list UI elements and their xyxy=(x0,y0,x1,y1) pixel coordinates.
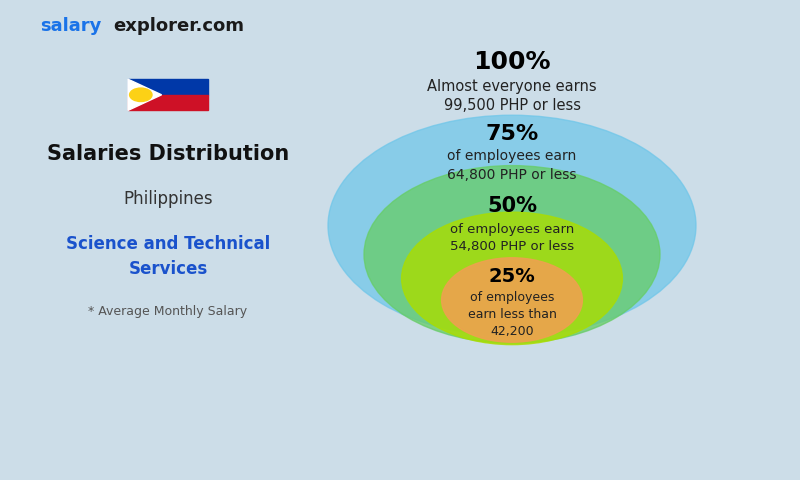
Bar xyxy=(128,79,208,95)
Circle shape xyxy=(442,258,582,342)
Polygon shape xyxy=(128,79,162,110)
Text: of employees earn
64,800 PHP or less: of employees earn 64,800 PHP or less xyxy=(447,149,577,182)
Circle shape xyxy=(402,212,622,345)
Circle shape xyxy=(364,166,660,343)
Text: Almost everyone earns
99,500 PHP or less: Almost everyone earns 99,500 PHP or less xyxy=(427,79,597,113)
Text: Philippines: Philippines xyxy=(123,190,213,208)
Text: Science and Technical
Services: Science and Technical Services xyxy=(66,235,270,278)
Text: explorer.com: explorer.com xyxy=(114,17,245,36)
Text: * Average Monthly Salary: * Average Monthly Salary xyxy=(89,305,247,319)
Circle shape xyxy=(130,88,152,102)
Text: 25%: 25% xyxy=(489,266,535,286)
Text: of employees
earn less than
42,200: of employees earn less than 42,200 xyxy=(467,291,557,338)
Circle shape xyxy=(328,115,696,336)
Text: of employees earn
54,800 PHP or less: of employees earn 54,800 PHP or less xyxy=(450,223,574,252)
Bar xyxy=(128,95,208,110)
Text: 50%: 50% xyxy=(487,196,537,216)
Text: salary: salary xyxy=(40,17,102,36)
Text: Salaries Distribution: Salaries Distribution xyxy=(47,144,289,164)
Text: 75%: 75% xyxy=(486,124,538,144)
Text: 100%: 100% xyxy=(474,50,550,74)
